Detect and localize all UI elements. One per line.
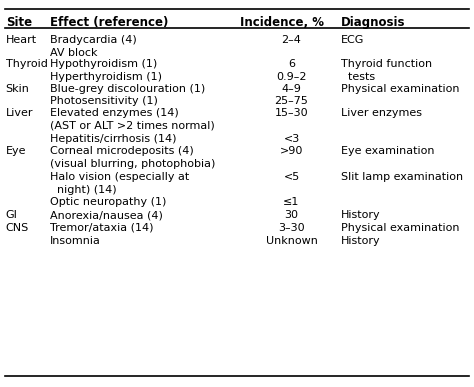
Text: Anorexia/nausea (4): Anorexia/nausea (4) [50, 210, 163, 220]
Text: Photosensitivity (1): Photosensitivity (1) [50, 96, 158, 106]
Text: Thyroid function: Thyroid function [341, 59, 432, 69]
Text: Liver: Liver [6, 108, 33, 118]
Text: (visual blurring, photophobia): (visual blurring, photophobia) [50, 159, 215, 169]
Text: 6: 6 [288, 59, 295, 69]
Text: Thyroid: Thyroid [6, 59, 47, 69]
Text: >90: >90 [280, 146, 303, 156]
Text: Hypothyroidism (1): Hypothyroidism (1) [50, 59, 157, 69]
Text: Elevated enzymes (14): Elevated enzymes (14) [50, 108, 179, 118]
Text: Slit lamp examination: Slit lamp examination [341, 172, 464, 182]
Text: History: History [341, 236, 381, 246]
Text: 2–4: 2–4 [282, 35, 301, 45]
Text: <3: <3 [283, 134, 300, 144]
Text: 3–30: 3–30 [278, 223, 305, 233]
Text: tests: tests [341, 72, 375, 82]
Text: Halo vision (especially at: Halo vision (especially at [50, 172, 189, 182]
Text: Site: Site [6, 16, 32, 29]
Text: Insomnia: Insomnia [50, 236, 100, 246]
Text: Effect (reference): Effect (reference) [50, 16, 168, 29]
Text: Physical examination: Physical examination [341, 84, 460, 94]
Text: night) (14): night) (14) [50, 185, 117, 195]
Text: Physical examination: Physical examination [341, 223, 460, 233]
Text: GI: GI [6, 210, 18, 220]
Text: CNS: CNS [6, 223, 29, 233]
Text: 25–75: 25–75 [274, 96, 309, 106]
Text: Hyperthyroidism (1): Hyperthyroidism (1) [50, 72, 162, 82]
Text: ECG: ECG [341, 35, 365, 45]
Text: Bradycardia (4): Bradycardia (4) [50, 35, 137, 45]
Text: Eye examination: Eye examination [341, 146, 435, 156]
Text: Optic neuropathy (1): Optic neuropathy (1) [50, 197, 166, 207]
Text: 30: 30 [284, 210, 299, 220]
Text: 4–9: 4–9 [282, 84, 301, 94]
Text: Incidence, %: Incidence, % [240, 16, 324, 29]
Text: Corneal microdeposits (4): Corneal microdeposits (4) [50, 146, 193, 156]
Text: Heart: Heart [6, 35, 37, 45]
Text: Liver enzymes: Liver enzymes [341, 108, 422, 118]
Text: History: History [341, 210, 381, 220]
Text: AV block: AV block [50, 48, 97, 58]
Text: Unknown: Unknown [265, 236, 318, 246]
Text: 15–30: 15–30 [275, 108, 308, 118]
Text: Eye: Eye [6, 146, 26, 156]
Text: <5: <5 [283, 172, 300, 182]
Text: 0.9–2: 0.9–2 [276, 72, 307, 82]
Text: Hepatitis/cirrhosis (14): Hepatitis/cirrhosis (14) [50, 134, 176, 144]
Text: Tremor/ataxia (14): Tremor/ataxia (14) [50, 223, 153, 233]
Text: Skin: Skin [6, 84, 29, 94]
Text: (AST or ALT >2 times normal): (AST or ALT >2 times normal) [50, 121, 215, 131]
Text: Diagnosis: Diagnosis [341, 16, 406, 29]
Text: Blue-grey discolouration (1): Blue-grey discolouration (1) [50, 84, 205, 94]
Text: ≤1: ≤1 [283, 197, 300, 207]
